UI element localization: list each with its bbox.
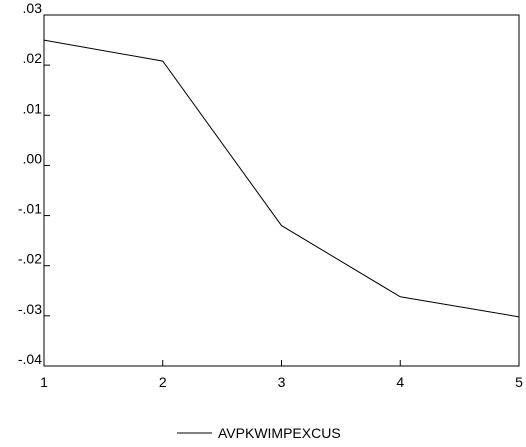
x-tick-label: 3 — [278, 374, 286, 390]
plot-frame — [43, 14, 520, 367]
y-tick-label: .00 — [23, 150, 43, 166]
x-tick-label: 1 — [40, 374, 48, 390]
legend-label-avpkwimpexcus: AVPKWIMPEXCUS — [218, 425, 341, 441]
y-tick-label: .01 — [23, 100, 43, 116]
y-tick-label: .02 — [23, 50, 43, 66]
series-line-avpkwimpexcus — [43, 39, 520, 318]
x-tick-label: 5 — [515, 374, 523, 390]
y-axis: .03 .02 .01 .00 -.01 -.02 -.03 -.04 — [18, 0, 50, 367]
legend: AVPKWIMPEXCUS — [177, 425, 341, 441]
y-tick-label: -.02 — [18, 251, 42, 267]
x-tick-label: 2 — [159, 374, 167, 390]
y-tick-label: -.04 — [18, 351, 42, 367]
x-tick-label: 4 — [396, 374, 404, 390]
series-layer — [43, 39, 520, 318]
y-tick-label: -.03 — [18, 301, 42, 317]
y-tick-label: .03 — [23, 0, 43, 16]
x-axis: 1 2 3 4 5 — [40, 360, 523, 390]
y-tick-label: -.01 — [18, 201, 42, 217]
